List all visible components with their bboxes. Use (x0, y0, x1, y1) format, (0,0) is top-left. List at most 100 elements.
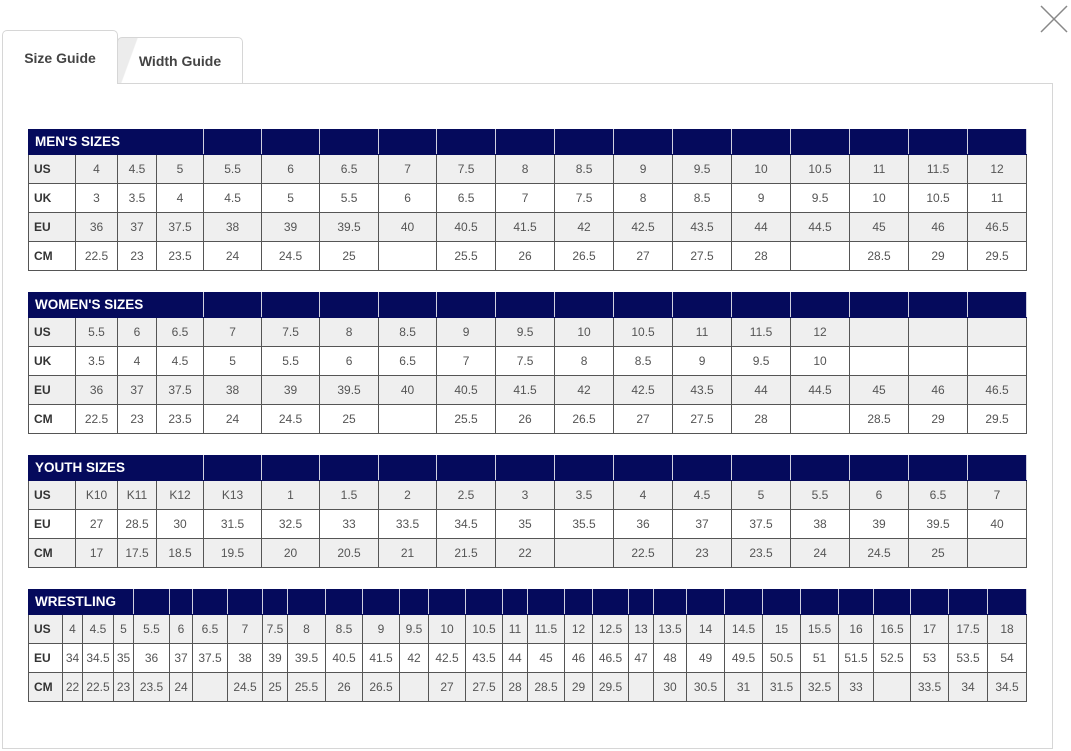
size-cell: 36 (613, 509, 674, 539)
size-cell: 26.5 (554, 404, 615, 434)
tab-width-guide[interactable]: Width Guide (117, 37, 243, 84)
tab-size-guide[interactable]: Size Guide (2, 30, 118, 84)
size-cell: 6 (378, 183, 438, 213)
size-cell: 26 (325, 672, 363, 702)
size-cell: 39 (849, 509, 910, 539)
header-cell (849, 455, 910, 481)
header-cell (169, 589, 193, 615)
size-cell: 34.5 (436, 509, 497, 539)
header-cell (731, 129, 792, 155)
header-cell (967, 129, 1028, 155)
size-cell: 9 (436, 317, 497, 347)
size-cell: 8.5 (672, 183, 733, 213)
size-cell (628, 672, 654, 702)
size-cell: 26 (495, 404, 556, 434)
size-cell: 45 (849, 212, 910, 242)
size-cell: 5.5 (75, 317, 118, 347)
header-cell (319, 455, 380, 481)
header-cell (908, 129, 969, 155)
header-cell (800, 589, 839, 615)
size-cell: 42 (399, 643, 429, 673)
size-cell: 37 (117, 212, 157, 242)
size-cell: 40 (378, 375, 438, 405)
size-cell: 27 (613, 404, 674, 434)
header-cell (495, 455, 556, 481)
size-cell: 7 (495, 183, 556, 213)
size-cell: 34 (948, 672, 988, 702)
header-cell (203, 292, 263, 318)
size-cell: 39 (261, 212, 321, 242)
size-cell: 9.5 (672, 154, 733, 184)
size-cell: 25 (319, 241, 380, 271)
header-cell (790, 455, 851, 481)
size-cell: 12.5 (592, 614, 629, 644)
header-cell (495, 292, 556, 318)
size-cell: 27.5 (672, 404, 733, 434)
size-cell: 26.5 (362, 672, 400, 702)
size-cell (849, 317, 910, 347)
header-cell (672, 292, 733, 318)
size-cell: 3 (75, 183, 118, 213)
size-cell: 34.5 (987, 672, 1027, 702)
header-cell (203, 129, 263, 155)
size-cell: 4 (117, 346, 157, 376)
size-cell: 24.5 (261, 404, 321, 434)
size-cell: 10 (428, 614, 466, 644)
size-cell: 44 (731, 375, 792, 405)
size-cell: 9 (731, 183, 792, 213)
size-cell: 7.5 (554, 183, 615, 213)
table-row-eu: EU 27 28.5 30 31.5 32.5 33 33.5 34.5 35 35.5 36 37 37… (28, 509, 1028, 539)
table-row-eu: EU 34 34.5 35 36 37 37.5 38 39 39.5 40.5 41.5 42 42.5… (28, 643, 1027, 673)
size-cell: 38 (203, 212, 263, 242)
size-cell: 39 (261, 375, 321, 405)
size-cell: 31 (724, 672, 763, 702)
womens-sizes-table: WOMEN'S SIZES US 5.5 6 6.5 7 7.5 8 8.5 9 9.5 10 10.5… (27, 292, 1028, 434)
row-label: EU (28, 643, 63, 673)
size-cell: 10.5 (465, 614, 503, 644)
row-label: CM (28, 538, 76, 568)
size-cell: 40 (378, 212, 438, 242)
size-cell: 44.5 (790, 375, 851, 405)
header-cell (436, 292, 497, 318)
header-cell (672, 455, 733, 481)
size-cell: 7 (378, 154, 438, 184)
size-cell: 22.5 (613, 538, 674, 568)
header-cell (319, 129, 380, 155)
size-cell: 40 (967, 509, 1028, 539)
size-cell: 42 (554, 212, 615, 242)
size-cell: 16.5 (873, 614, 911, 644)
size-cell: 39.5 (319, 375, 380, 405)
size-cell: 36 (75, 212, 118, 242)
header-cell (527, 589, 565, 615)
size-cell: 7 (203, 317, 263, 347)
size-cell: 44.5 (790, 212, 851, 242)
size-cell: 17.5 (117, 538, 157, 568)
size-cell: 14 (686, 614, 725, 644)
size-cell: 41.5 (362, 643, 400, 673)
table-row-eu: EU 36 37 37.5 38 39 39.5 40 40.5 41.5 42 42.5 43.5 44… (28, 212, 1028, 242)
size-cell: 5 (155, 154, 205, 184)
size-cell (192, 672, 228, 702)
size-cell: 7 (436, 346, 497, 376)
size-cell: 53 (910, 643, 949, 673)
size-cell: 5 (203, 346, 263, 376)
size-cell: 6.5 (908, 480, 969, 510)
header-cell (731, 455, 792, 481)
row-label: US (28, 317, 76, 347)
row-label: EU (28, 212, 76, 242)
size-cell: 10 (731, 154, 792, 184)
size-cell: 37.5 (155, 375, 205, 405)
size-cell: 4 (155, 183, 205, 213)
size-cell: 40.5 (436, 375, 497, 405)
header-cell (261, 455, 321, 481)
size-cell: 44 (502, 643, 528, 673)
size-cell (554, 538, 615, 568)
size-cell: 6.5 (378, 346, 438, 376)
close-icon[interactable] (1039, 4, 1069, 34)
size-cell: 25 (262, 672, 288, 702)
size-cell: 6 (169, 614, 193, 644)
size-cell (849, 346, 910, 376)
size-cell: 8 (287, 614, 326, 644)
size-cell: 6.5 (192, 614, 228, 644)
size-cell: 18.5 (155, 538, 205, 568)
